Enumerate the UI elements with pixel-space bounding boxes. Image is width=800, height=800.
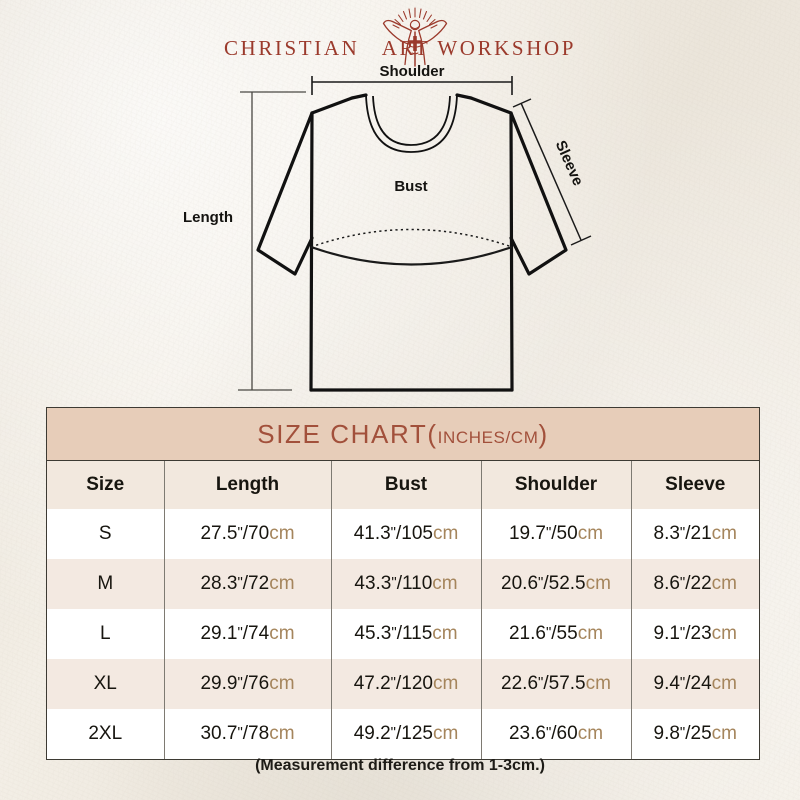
length-dimension-line	[238, 91, 306, 391]
cell-shoulder: 20.6"/52.5cm	[481, 559, 632, 609]
cell-bust: 45.3"/115cm	[331, 609, 482, 659]
size-chart-table-container: SIZE CHART(INCHES/CM) Size Length Bust S…	[46, 407, 760, 760]
cell-bust: 41.3"/105cm	[331, 509, 482, 559]
cell-shoulder: 21.6"/55cm	[481, 609, 632, 659]
table-row: M 28.3"/72cm 43.3"/110cm 20.6"/52.5cm 8.…	[47, 559, 760, 609]
cell-size: L	[47, 609, 165, 659]
cell-bust: 43.3"/110cm	[331, 559, 482, 609]
cell-sleeve: 9.4"/24cm	[631, 659, 760, 709]
cell-sleeve: 9.8"/25cm	[631, 709, 760, 759]
cell-length: 28.3"/72cm	[164, 559, 332, 609]
tshirt-measurement-diagram: Shoulder Length	[183, 63, 592, 392]
measurement-note: (Measurement difference from 1-3cm.)	[255, 757, 545, 774]
cell-length: 29.1"/74cm	[164, 609, 332, 659]
bust-ellipse-top	[310, 228, 513, 248]
sleeve-label: Sleeve	[552, 138, 587, 188]
brand-logo: CHRISTIAN ART WORKSHOP	[0, 4, 800, 74]
cell-length: 29.9"/76cm	[164, 659, 332, 709]
shoulder-dimension-line	[311, 76, 513, 95]
cell-size: XL	[47, 659, 165, 709]
neckline	[365, 94, 458, 153]
column-header-shoulder: Shoulder	[481, 460, 632, 509]
cell-sleeve: 9.1"/23cm	[631, 609, 760, 659]
shoulder-label: Shoulder	[379, 63, 444, 80]
table-row: XL 29.9"/76cm 47.2"/120cm 22.6"/57.5cm 9…	[47, 659, 760, 709]
cell-size: 2XL	[47, 709, 165, 759]
bust-ellipse-bottom	[310, 245, 513, 266]
title-close-paren: )	[538, 418, 549, 449]
table-row: L 29.1"/74cm 45.3"/115cm 21.6"/55cm 9.1"…	[47, 609, 760, 659]
cell-sleeve: 8.3"/21cm	[631, 509, 760, 559]
cell-shoulder: 22.6"/57.5cm	[481, 659, 632, 709]
table-title-cell: SIZE CHART(INCHES/CM)	[47, 408, 760, 461]
table-title-row: SIZE CHART(INCHES/CM)	[47, 408, 760, 461]
column-header-length: Length	[164, 460, 332, 509]
cell-sleeve: 8.6"/22cm	[631, 559, 760, 609]
risen-christ-crucifix-icon	[382, 7, 448, 67]
column-header-size: Size	[47, 460, 165, 509]
title-main: SIZE CHART(	[257, 418, 438, 449]
column-header-sleeve: Sleeve	[631, 460, 760, 509]
bust-label: Bust	[394, 178, 427, 195]
table-row: 2XL 30.7"/78cm 49.2"/125cm 23.6"/60cm 9.…	[47, 709, 760, 759]
cell-size: M	[47, 559, 165, 609]
cell-bust: 49.2"/125cm	[331, 709, 482, 759]
size-chart-table: SIZE CHART(INCHES/CM) Size Length Bust S…	[47, 408, 760, 759]
title-units: INCHES/CM	[437, 427, 539, 447]
cell-shoulder: 23.6"/60cm	[481, 709, 632, 759]
sleeve-dimension-line	[512, 98, 592, 246]
cell-length: 30.7"/78cm	[164, 709, 332, 759]
cell-shoulder: 19.7"/50cm	[481, 509, 632, 559]
table-header-row: Size Length Bust Shoulder Sleeve	[47, 460, 760, 509]
cross-glyph	[408, 36, 422, 51]
brand-wordmark: CHRISTIAN ART WORKSHOP	[223, 36, 577, 60]
table-row: S 27.5"/70cm 41.3"/105cm 19.7"/50cm 8.3"…	[47, 509, 760, 559]
cell-bust: 47.2"/120cm	[331, 659, 482, 709]
length-label: Length	[183, 209, 233, 226]
tshirt-outline	[256, 93, 568, 392]
cell-size: S	[47, 509, 165, 559]
column-header-bust: Bust	[331, 460, 482, 509]
bust-measure-ellipse	[310, 228, 513, 266]
cell-length: 27.5"/70cm	[164, 509, 332, 559]
